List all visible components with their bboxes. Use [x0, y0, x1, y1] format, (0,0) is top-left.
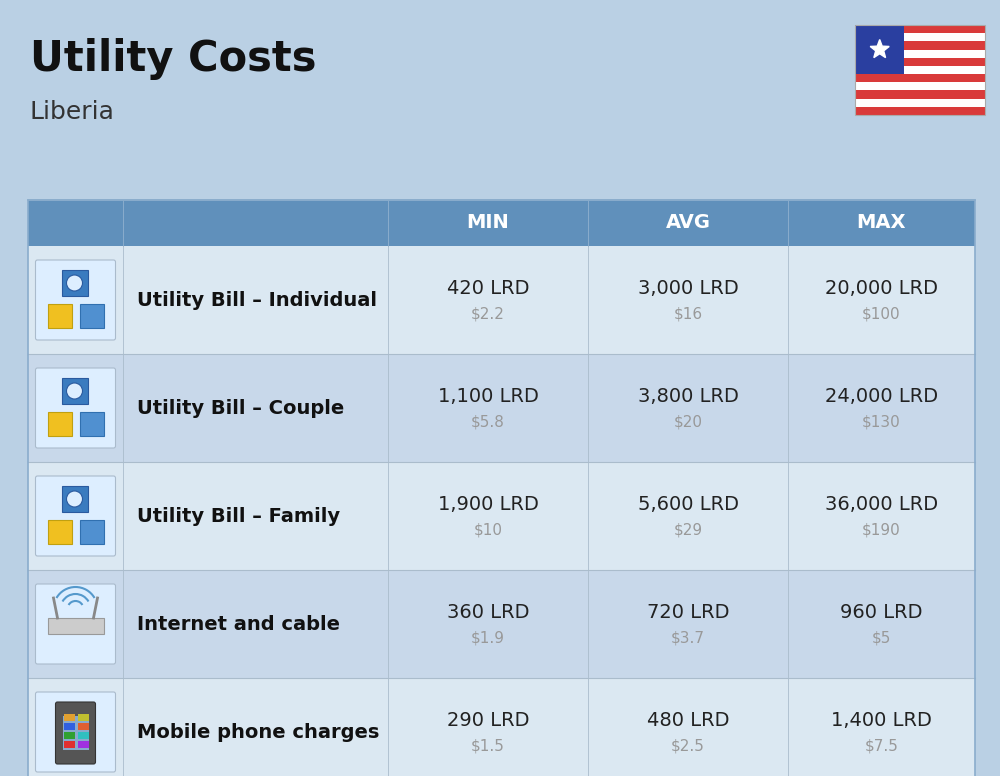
FancyBboxPatch shape [36, 584, 116, 664]
Bar [64, 723, 74, 730]
Text: $1.9: $1.9 [471, 630, 505, 646]
Bar [78, 723, 88, 730]
Text: Mobile phone charges: Mobile phone charges [137, 722, 379, 742]
Text: 1,400 LRD: 1,400 LRD [831, 711, 932, 729]
Text: Utility Bill – Family: Utility Bill – Family [137, 507, 340, 525]
Bar [64, 714, 74, 721]
Circle shape [66, 491, 82, 507]
Text: Liberia: Liberia [30, 100, 115, 124]
Bar [48, 304, 72, 328]
Bar [28, 678, 975, 776]
Text: 24,000 LRD: 24,000 LRD [825, 386, 938, 406]
Text: 3,800 LRD: 3,800 LRD [638, 386, 738, 406]
Text: 420 LRD: 420 LRD [447, 279, 529, 297]
Circle shape [66, 275, 82, 291]
FancyBboxPatch shape [36, 368, 116, 448]
Bar [78, 741, 88, 748]
Bar [62, 486, 88, 512]
Bar [855, 82, 985, 91]
Bar [28, 200, 975, 246]
Text: 720 LRD: 720 LRD [647, 602, 729, 622]
Bar [28, 354, 975, 462]
Text: AVG: AVG [666, 213, 710, 233]
Text: $130: $130 [862, 414, 901, 429]
Bar [855, 99, 985, 107]
Text: $5.8: $5.8 [471, 414, 505, 429]
Text: 1,100 LRD: 1,100 LRD [438, 386, 538, 406]
Text: 1,900 LRD: 1,900 LRD [438, 494, 538, 514]
Bar [48, 618, 104, 634]
Circle shape [66, 383, 82, 399]
Text: Utility Bill – Couple: Utility Bill – Couple [137, 399, 344, 417]
Bar [62, 270, 88, 296]
Polygon shape [870, 40, 889, 57]
Bar [855, 50, 985, 57]
Text: 480 LRD: 480 LRD [647, 711, 729, 729]
Text: $1.5: $1.5 [471, 739, 505, 753]
Bar [64, 732, 74, 739]
Text: 960 LRD: 960 LRD [840, 602, 923, 622]
Text: Internet and cable: Internet and cable [137, 615, 340, 633]
Bar [855, 33, 985, 41]
Bar [62, 378, 88, 404]
Text: $20: $20 [674, 414, 702, 429]
Text: $10: $10 [474, 522, 503, 538]
Text: $3.7: $3.7 [671, 630, 705, 646]
FancyBboxPatch shape [36, 692, 116, 772]
Bar [28, 246, 975, 354]
Bar [64, 741, 74, 748]
Text: Utility Bill – Individual: Utility Bill – Individual [137, 290, 377, 310]
Bar [855, 41, 985, 50]
Bar [80, 304, 104, 328]
Bar [855, 25, 985, 115]
Text: $16: $16 [673, 307, 703, 321]
Text: $100: $100 [862, 307, 901, 321]
Text: 20,000 LRD: 20,000 LRD [825, 279, 938, 297]
Bar [855, 66, 985, 74]
Text: 36,000 LRD: 36,000 LRD [825, 494, 938, 514]
Text: MAX: MAX [857, 213, 906, 233]
Bar [855, 57, 985, 66]
FancyBboxPatch shape [36, 476, 116, 556]
Text: $29: $29 [673, 522, 703, 538]
Text: 290 LRD: 290 LRD [447, 711, 529, 729]
Text: $2.5: $2.5 [671, 739, 705, 753]
Bar [855, 25, 904, 74]
Text: $5: $5 [872, 630, 891, 646]
Bar [28, 200, 975, 776]
Text: $2.2: $2.2 [471, 307, 505, 321]
Bar [80, 412, 104, 436]
Bar [62, 716, 88, 750]
Text: 5,600 LRD: 5,600 LRD [638, 494, 738, 514]
Text: Utility Costs: Utility Costs [30, 38, 316, 80]
Bar [28, 570, 975, 678]
Text: 360 LRD: 360 LRD [447, 602, 529, 622]
Bar [78, 714, 88, 721]
Bar [855, 91, 985, 99]
FancyBboxPatch shape [36, 260, 116, 340]
Bar [28, 462, 975, 570]
Bar [78, 732, 88, 739]
Bar [855, 25, 985, 33]
Bar [48, 520, 72, 544]
Bar [48, 412, 72, 436]
Text: 3,000 LRD: 3,000 LRD [638, 279, 738, 297]
Bar [855, 74, 985, 82]
Bar [855, 107, 985, 115]
Text: $7.5: $7.5 [865, 739, 898, 753]
FancyBboxPatch shape [56, 702, 96, 764]
Bar [80, 520, 104, 544]
Text: MIN: MIN [467, 213, 509, 233]
Text: $190: $190 [862, 522, 901, 538]
